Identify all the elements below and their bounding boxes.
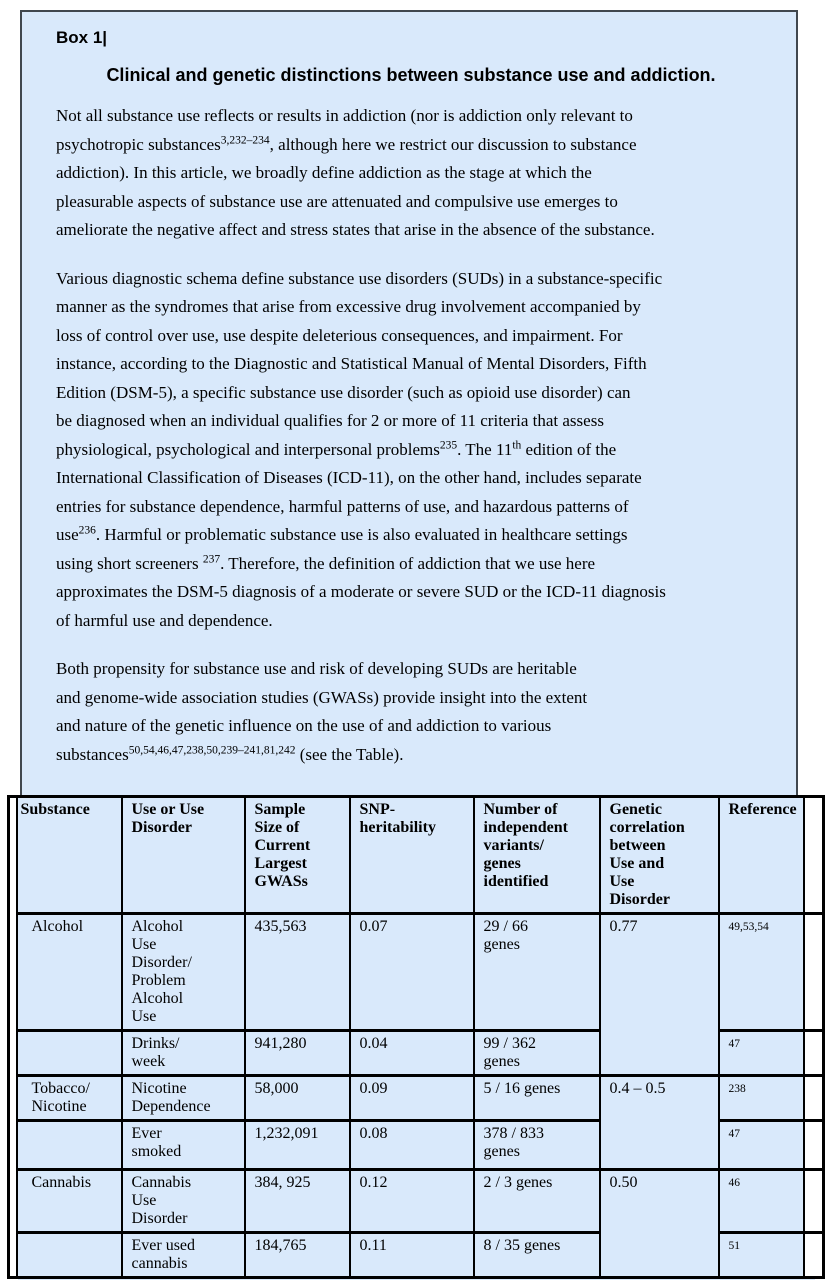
- table-row: Ever used cannabis 184,765 0.11 8 / 35 gene…: [7, 1231, 825, 1279]
- cell-substance: [15, 1029, 123, 1077]
- col-header-substance: Substance: [15, 795, 123, 915]
- cell-snp-heritability: 0.08: [348, 1119, 475, 1171]
- cell-genetic-correlation: 0.4 – 0.5: [598, 1074, 720, 1171]
- table-row: Alcohol Alcohol Use Disorder/ Problem Alc…: [7, 912, 825, 1077]
- cell-substance: [15, 1231, 123, 1279]
- cell-sample-size: 941,280: [243, 1029, 351, 1077]
- table-spacer-cell: [7, 1169, 18, 1233]
- cell-snp-heritability: 0.04: [348, 1029, 475, 1077]
- box-label: Box 1|: [56, 28, 108, 47]
- cell-snp-heritability: 0.09: [348, 1074, 475, 1122]
- cell-sample-size: 435,563: [243, 912, 351, 1032]
- cell-substance: Alcohol: [15, 912, 123, 1032]
- table-spacer-cell: [7, 1120, 18, 1170]
- cell-snp-heritability: 0.11: [348, 1231, 475, 1279]
- cell-reference: 49,53,54: [717, 912, 805, 1032]
- cell-snp-heritability: 0.12: [348, 1168, 475, 1234]
- table-spacer-cell: [802, 1231, 825, 1279]
- cell-substance: Tobacco/ Nicotine: [15, 1074, 123, 1122]
- cell-use-disorder: Nicotine Dependence: [120, 1074, 246, 1122]
- cell-snp-heritability: 0.07: [348, 912, 475, 1032]
- cell-reference: 47: [717, 1029, 805, 1077]
- col-header-variants: Number of independent variants/ genes id…: [472, 795, 601, 915]
- cell-variants-genes: 5 / 16 genes: [472, 1074, 601, 1122]
- table-spacer-cell: [802, 1029, 825, 1077]
- table-spacer-cell: [802, 795, 825, 915]
- table-row: Tobacco/ Nicotine Nicotine Dependence 58,0…: [7, 1074, 825, 1171]
- table-spacer-cell: [7, 796, 18, 914]
- cell-reference: 51: [717, 1231, 805, 1279]
- col-header-snp-heritability: SNP- heritability: [348, 795, 475, 915]
- col-header-sample-size: Sample Size of Current Largest GWASs: [243, 795, 351, 915]
- table-spacer-cell: [802, 1168, 825, 1234]
- cell-reference: 238: [717, 1074, 805, 1122]
- box-title: Clinical and genetic distinctions betwee…: [106, 65, 716, 85]
- cell-variants-genes: 99 / 362 genes: [472, 1029, 601, 1077]
- cell-sample-size: 1,232,091: [243, 1119, 351, 1171]
- cell-sample-size: 58,000: [243, 1074, 351, 1122]
- table-spacer-cell: [7, 1232, 18, 1278]
- table-spacer-cell: [802, 912, 825, 1032]
- cell-variants-genes: 378 / 833 genes: [472, 1119, 601, 1171]
- cell-use-disorder: Ever used cannabis: [120, 1231, 246, 1279]
- cell-reference: 47: [717, 1119, 805, 1171]
- cell-genetic-correlation: 0.77: [598, 912, 720, 1077]
- table-row: Cannabis Cannabis Use Disorder 384, 925 0.1…: [7, 1168, 825, 1279]
- cell-use-disorder: Drinks/ week: [120, 1029, 246, 1077]
- table-spacer-cell: [7, 913, 18, 1031]
- cell-variants-genes: 8 / 35 genes: [472, 1231, 601, 1279]
- col-header-genetic-correlation: Genetic correlation between Use and Use …: [598, 795, 720, 915]
- col-header-reference: Reference: [717, 795, 805, 915]
- box-content: Box 1| Clinical and genetic distinctions…: [22, 12, 796, 769]
- table-row: Drinks/ week 941,280 0.04 99 / 362 genes 47: [7, 1029, 825, 1077]
- cell-substance: [15, 1119, 123, 1171]
- table-spacer-cell: [802, 1074, 825, 1122]
- cell-variants-genes: 2 / 3 genes: [472, 1168, 601, 1234]
- cell-genetic-correlation: 0.50: [598, 1168, 720, 1279]
- cell-use-disorder: Ever smoked: [120, 1119, 246, 1171]
- cell-reference: 46: [717, 1168, 805, 1234]
- table-spacer-cell: [802, 1119, 825, 1171]
- paragraph-definition-of-addiction: Not all substance use reflects or result…: [56, 106, 655, 239]
- cell-variants-genes: 29 / 66 genes: [472, 912, 601, 1032]
- cell-sample-size: 184,765: [243, 1231, 351, 1279]
- cell-use-disorder: Alcohol Use Disorder/ Problem Alcohol Us…: [120, 912, 246, 1032]
- gwas-summary-table: Substance Use or Use Disorder Sample Siz…: [7, 795, 825, 1279]
- col-header-use-disorder: Use or Use Disorder: [120, 795, 246, 915]
- cell-use-disorder: Cannabis Use Disorder: [120, 1168, 246, 1234]
- table-spacer-cell: [7, 1075, 18, 1121]
- table-spacer-cell: [7, 1030, 18, 1076]
- table-body: Alcohol Alcohol Use Disorder/ Problem Alc…: [7, 912, 825, 1279]
- table-row: Ever smoked 1,232,091 0.08 378 / 833 genes 4…: [7, 1119, 825, 1171]
- cell-sample-size: 384, 925: [243, 1168, 351, 1234]
- cell-substance: Cannabis: [15, 1168, 123, 1234]
- paragraph-diagnostic-schema: Various diagnostic schema define substan…: [56, 268, 666, 630]
- paragraph-heritability-gwas: Both propensity for substance use and ri…: [56, 659, 588, 764]
- table-header-row: Substance Use or Use Disorder Sample Siz…: [7, 795, 825, 915]
